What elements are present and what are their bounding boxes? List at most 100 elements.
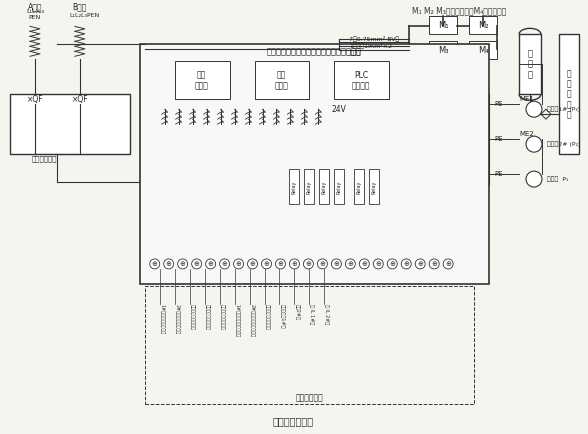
Text: ⊕: ⊕ <box>403 261 409 267</box>
Text: 稳压泵  P₁: 稳压泵 P₁ <box>547 176 569 182</box>
Circle shape <box>206 259 216 269</box>
Text: ⊕: ⊕ <box>417 261 423 267</box>
Text: M₂: M₂ <box>478 21 489 30</box>
Circle shape <box>443 259 453 269</box>
Text: ×QF: ×QF <box>72 95 88 104</box>
Circle shape <box>415 259 425 269</box>
Text: Relay: Relay <box>357 181 362 194</box>
Text: M₁: M₁ <box>438 21 449 30</box>
Text: PE: PE <box>494 171 503 177</box>
Text: 屏蔽线: 屏蔽线 <box>349 50 360 56</box>
Text: 兼容自动运行指示灯: 兼容自动运行指示灯 <box>205 304 209 330</box>
FancyBboxPatch shape <box>319 169 329 204</box>
Text: ⊕: ⊕ <box>193 261 199 267</box>
Text: ×QF: ×QF <box>26 95 44 104</box>
Text: ⊕: ⊕ <box>166 261 172 267</box>
Text: 设备运行方式与水源: 设备运行方式与水源 <box>265 304 269 330</box>
Circle shape <box>526 101 542 117</box>
Circle shape <box>262 259 272 269</box>
Circle shape <box>233 259 243 269</box>
Text: M₁ M₂ M₃电接点压力表M₄压力传感器: M₁ M₂ M₃电接点压力表M₄压力传感器 <box>412 7 506 15</box>
Text: 水系统运行1#泵: 水系统运行1#泵 <box>279 304 285 329</box>
FancyBboxPatch shape <box>469 16 497 34</box>
FancyBboxPatch shape <box>289 169 299 204</box>
Circle shape <box>332 259 342 269</box>
Text: PE: PE <box>494 101 503 107</box>
Text: ⊕: ⊕ <box>375 261 381 267</box>
Circle shape <box>303 259 313 269</box>
Text: ⊕: ⊕ <box>348 261 353 267</box>
Text: 1#泵变速器故障指示灯: 1#泵变速器故障指示灯 <box>235 304 239 337</box>
FancyBboxPatch shape <box>469 41 497 59</box>
Text: 给
水
主
干
管: 给 水 主 干 管 <box>567 69 571 119</box>
Text: 消防泵1# (P₂): 消防泵1# (P₂) <box>547 106 580 112</box>
Text: ⊕: ⊕ <box>333 261 339 267</box>
Text: ⊕: ⊕ <box>152 261 158 267</box>
Circle shape <box>178 259 188 269</box>
Text: ⊕: ⊕ <box>263 261 269 267</box>
Text: 24V: 24V <box>332 105 347 114</box>
Circle shape <box>248 259 258 269</box>
Circle shape <box>276 259 285 269</box>
Circle shape <box>289 259 299 269</box>
Text: 兼容目动运行指示灯: 兼容目动运行指示灯 <box>219 304 225 330</box>
Text: 双电源互投柜: 双电源互投柜 <box>32 156 58 162</box>
Circle shape <box>526 171 542 187</box>
Circle shape <box>373 259 383 269</box>
Text: A电源: A电源 <box>28 2 42 11</box>
Text: M₄: M₄ <box>477 46 489 55</box>
FancyBboxPatch shape <box>175 61 229 99</box>
Text: ME1: ME1 <box>520 96 534 102</box>
Text: 微机
控制器: 微机 控制器 <box>195 71 209 90</box>
Text: 气
压
罐: 气 压 罐 <box>527 49 533 79</box>
FancyBboxPatch shape <box>10 94 130 154</box>
FancyBboxPatch shape <box>429 41 457 59</box>
Text: ⊕: ⊕ <box>180 261 186 267</box>
Text: ⊕: ⊕ <box>319 261 325 267</box>
Text: ⊕: ⊕ <box>249 261 255 267</box>
Circle shape <box>526 136 542 152</box>
Text: ME2: ME2 <box>520 131 534 137</box>
FancyBboxPatch shape <box>335 169 345 204</box>
Text: 微机控制自动巡检消防气压给水设备控制柜: 微机控制自动巡检消防气压给水设备控制柜 <box>267 48 362 57</box>
FancyBboxPatch shape <box>305 169 315 204</box>
Text: 1#泵变压运行指示灯: 1#泵变压运行指示灯 <box>160 304 165 334</box>
Circle shape <box>150 259 160 269</box>
FancyBboxPatch shape <box>255 61 309 99</box>
Circle shape <box>359 259 369 269</box>
Text: ⊕: ⊕ <box>236 261 242 267</box>
Circle shape <box>345 259 355 269</box>
Text: B电源: B电源 <box>73 2 87 11</box>
Text: PLC
可编程器: PLC 可编程器 <box>352 71 370 90</box>
Circle shape <box>318 259 328 269</box>
FancyBboxPatch shape <box>335 61 389 99</box>
Text: 1根双芯1mm²×2: 1根双芯1mm²×2 <box>349 43 392 49</box>
Text: ⊕: ⊕ <box>222 261 228 267</box>
Text: ⊕: ⊕ <box>389 261 395 267</box>
Text: 消防2#泵: 消防2#泵 <box>295 304 299 320</box>
Text: ⊕: ⊕ <box>362 261 368 267</box>
FancyBboxPatch shape <box>355 169 365 204</box>
Text: 开 IL 1#泵: 开 IL 1#泵 <box>309 304 315 324</box>
FancyBboxPatch shape <box>140 44 489 284</box>
Text: ⊕: ⊕ <box>208 261 213 267</box>
Text: 兼容自动运行指示灯: 兼容自动运行指示灯 <box>190 304 195 330</box>
Circle shape <box>429 259 439 269</box>
Text: 2#泵变速器故障指示灯: 2#泵变速器故障指示灯 <box>249 304 255 337</box>
Text: Relay: Relay <box>292 181 297 194</box>
Text: 设备配电示意图: 设备配电示意图 <box>273 417 314 427</box>
Circle shape <box>163 259 173 269</box>
Text: L₁L₂L₃
PEN: L₁L₂L₃ PEN <box>26 9 44 20</box>
Text: ⊕: ⊕ <box>278 261 283 267</box>
Text: ⊕: ⊕ <box>431 261 437 267</box>
Circle shape <box>192 259 202 269</box>
FancyBboxPatch shape <box>519 34 541 94</box>
Text: Relay: Relay <box>322 181 327 194</box>
Text: Relay: Relay <box>372 181 377 194</box>
Text: PE: PE <box>494 136 503 142</box>
Text: ⊕: ⊕ <box>445 261 451 267</box>
Text: L₁L₂L₃PEN: L₁L₂L₃PEN <box>70 13 100 18</box>
Text: M₃: M₃ <box>438 46 449 55</box>
Text: 7根0.75mm² BV线: 7根0.75mm² BV线 <box>349 36 400 43</box>
Text: 停 IL 2#泵: 停 IL 2#泵 <box>325 304 329 324</box>
